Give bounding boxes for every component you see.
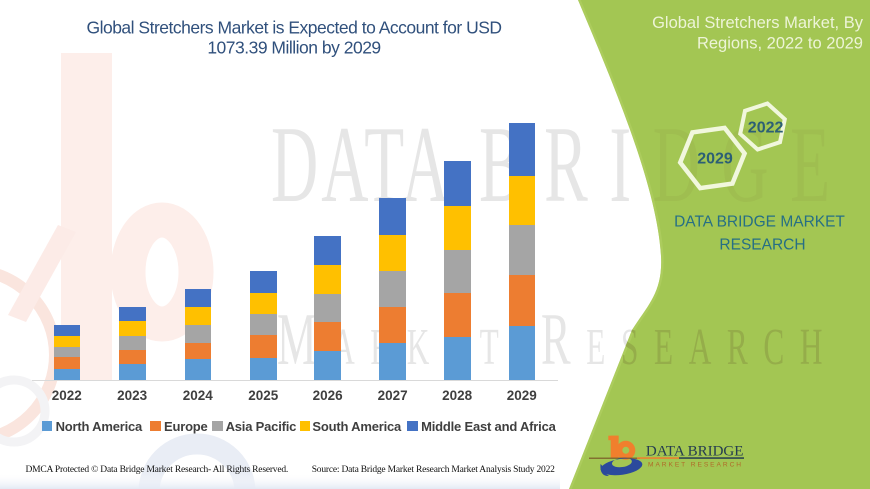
svg-text:BRIDGE: BRIDGE [479,105,852,225]
svg-text:2029: 2029 [697,150,733,167]
svg-text:Market Research: Market Research [277,300,838,381]
svg-text:DATA BRIDGE MARKET: DATA BRIDGE MARKET [674,214,845,231]
svg-text:Global Stretchers Market is Ex: Global Stretchers Market is Expected to … [86,18,501,38]
svg-text:DATA: DATA [271,105,452,225]
svg-text:DATA BRIDGE: DATA BRIDGE [646,444,744,460]
svg-text:MARKET RESEARCH: MARKET RESEARCH [648,462,743,469]
svg-text:1073.39 Million by 2029: 1073.39 Million by 2029 [207,37,380,57]
svg-text:2022: 2022 [748,119,784,136]
svg-text:DATA: DATA [271,105,452,225]
svg-text:RESEARCH: RESEARCH [719,237,805,254]
svg-text:Global Stretchers Market, By: Global Stretchers Market, By [652,14,864,32]
svg-text:Regions, 2022 to 2029: Regions, 2022 to 2029 [697,35,863,53]
